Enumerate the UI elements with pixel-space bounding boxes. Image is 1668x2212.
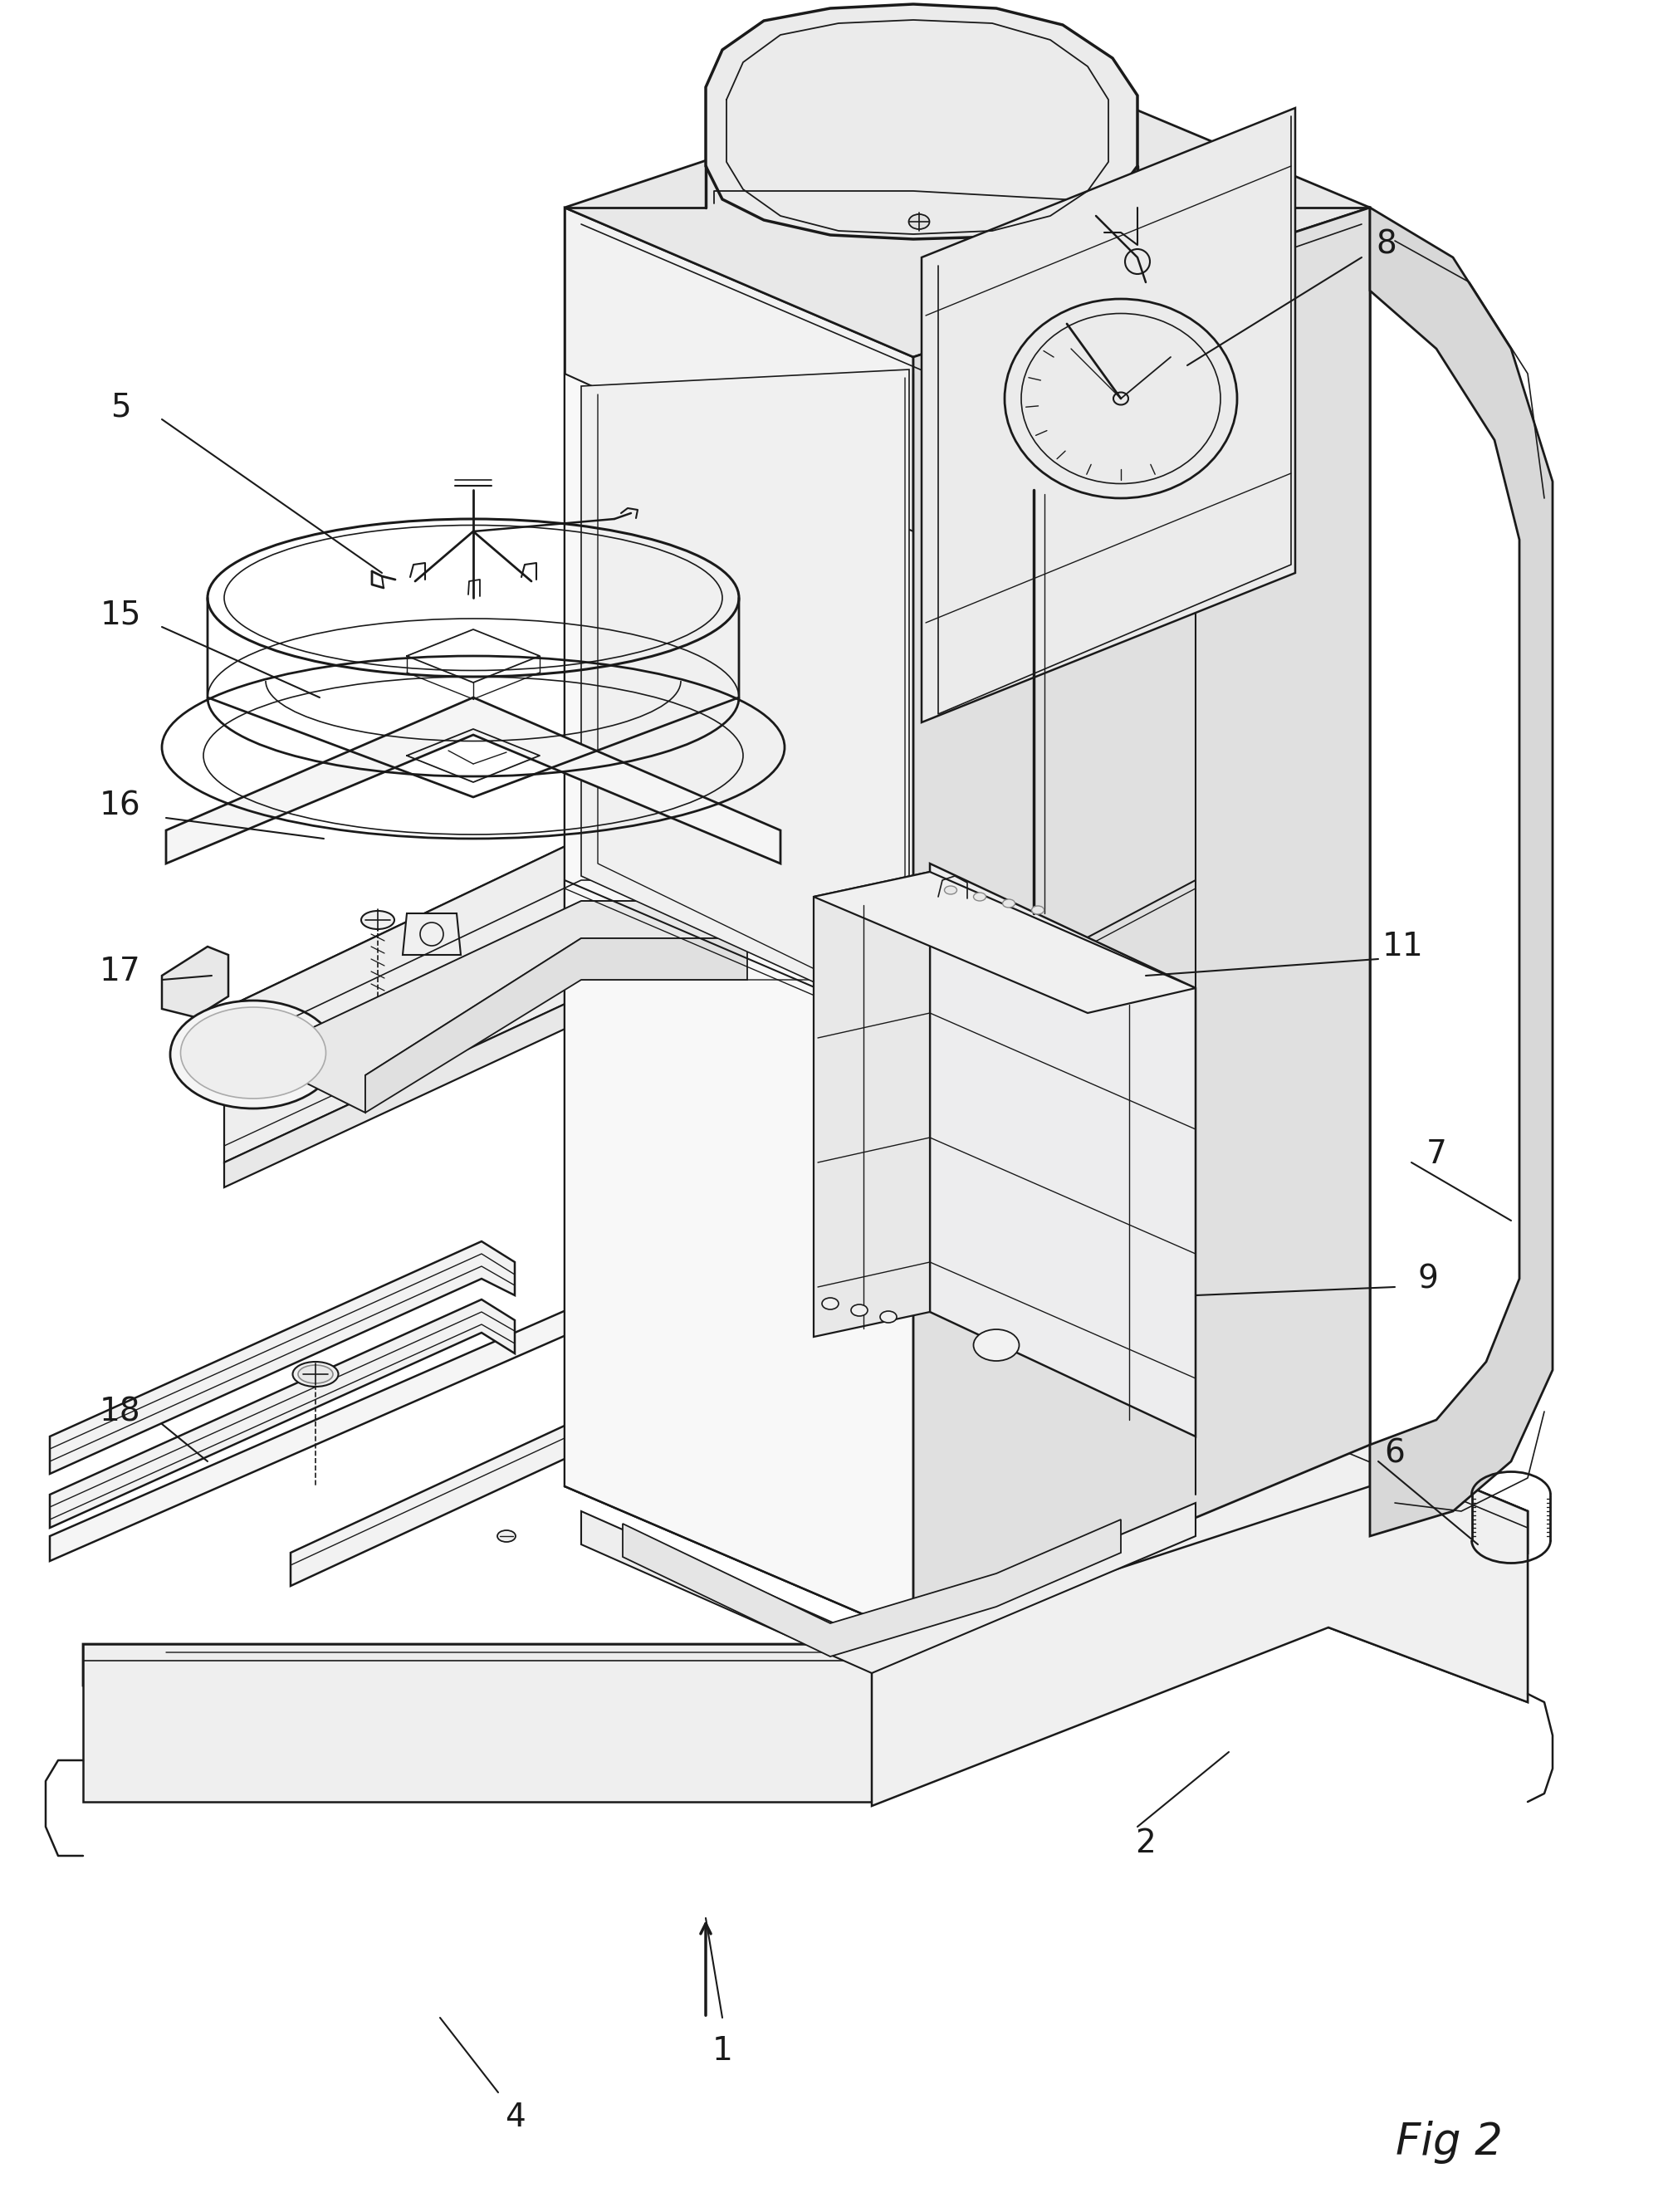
Text: Fig 2: Fig 2 [1396,2121,1503,2163]
Polygon shape [914,208,1369,1635]
Text: 16: 16 [100,790,142,821]
Polygon shape [224,838,1188,1051]
Ellipse shape [851,1305,867,1316]
Polygon shape [706,4,1138,239]
Ellipse shape [822,1298,839,1310]
Ellipse shape [974,1329,1019,1360]
Ellipse shape [180,1006,325,1099]
Polygon shape [564,208,914,1635]
Text: 4: 4 [504,2101,525,2132]
Polygon shape [814,872,1196,1013]
Polygon shape [224,995,1188,1188]
Polygon shape [167,697,781,863]
Polygon shape [872,1429,1528,1805]
Polygon shape [365,938,747,1113]
Ellipse shape [170,1000,337,1108]
Text: 7: 7 [1426,1139,1446,1170]
Ellipse shape [909,215,929,230]
Text: 5: 5 [110,392,130,422]
Polygon shape [1369,208,1553,1535]
Text: 17: 17 [100,956,142,987]
Polygon shape [50,1303,605,1562]
Polygon shape [162,947,229,1018]
Polygon shape [922,108,1296,723]
Text: 2: 2 [1136,1827,1156,1858]
Text: 8: 8 [1376,230,1396,261]
Polygon shape [83,1644,872,1803]
Polygon shape [814,872,929,1336]
Ellipse shape [944,887,957,894]
Polygon shape [175,1486,1394,1736]
Ellipse shape [292,1363,339,1387]
Polygon shape [290,1340,781,1586]
Polygon shape [1328,1429,1528,1703]
Text: 18: 18 [100,1396,142,1427]
Text: 9: 9 [1418,1263,1438,1294]
Polygon shape [564,58,1369,356]
Ellipse shape [1031,907,1044,914]
Polygon shape [580,1502,1196,1672]
Ellipse shape [362,911,394,929]
Ellipse shape [497,1531,515,1542]
Text: 6: 6 [1384,1438,1404,1469]
Polygon shape [83,1429,1528,1686]
Polygon shape [224,838,580,1164]
Ellipse shape [1002,900,1016,907]
Text: 11: 11 [1383,931,1424,962]
Polygon shape [929,863,1196,1436]
Polygon shape [290,900,747,1113]
Polygon shape [564,374,1196,1635]
Ellipse shape [299,1365,334,1382]
Ellipse shape [974,894,986,900]
Polygon shape [50,1241,515,1473]
Polygon shape [622,1520,1121,1657]
Polygon shape [580,838,1188,1121]
Ellipse shape [881,1312,897,1323]
Text: 1: 1 [712,2035,732,2066]
Polygon shape [50,1298,515,1528]
Text: 15: 15 [100,599,140,630]
Polygon shape [402,914,460,956]
Polygon shape [580,369,909,1026]
